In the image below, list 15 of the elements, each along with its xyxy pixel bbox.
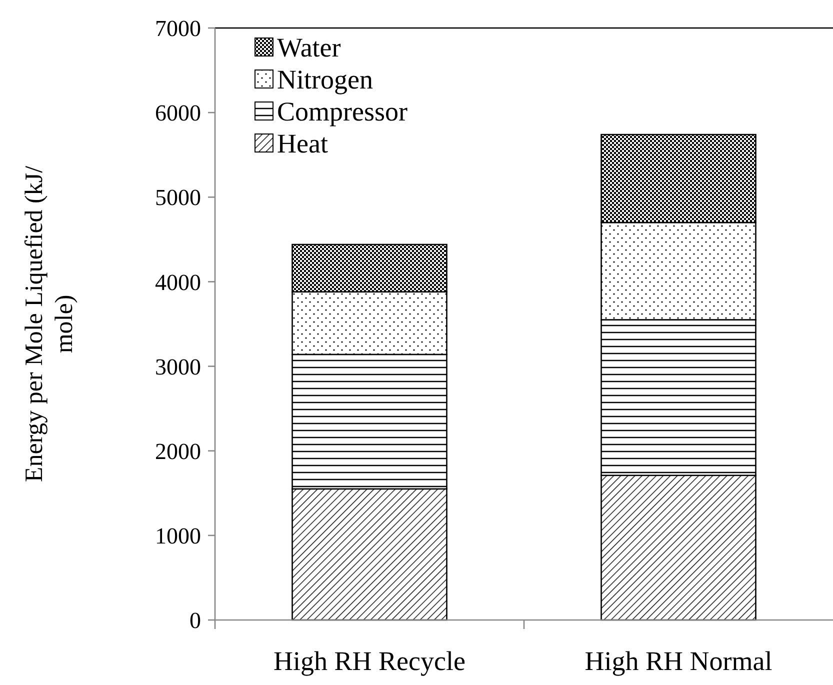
y-tick-label: 0: [190, 608, 201, 634]
legend-label: Compressor: [277, 96, 408, 126]
x-tick-label: High RH Normal: [584, 646, 772, 676]
y-tick-label: 1000: [155, 523, 201, 548]
legend-label: Nitrogen: [277, 64, 374, 94]
y-tick-label: 2000: [155, 438, 201, 464]
y-tick-label: 3000: [155, 354, 201, 380]
x-tick-label: High RH Recycle: [274, 646, 466, 676]
y-tick-label: 6000: [155, 100, 201, 126]
legend-label: Water: [277, 32, 341, 62]
legend-label: Heat: [277, 128, 328, 158]
y-tick-label: 4000: [155, 270, 201, 295]
y-axis-title: Energy per Mole Liquefied (kJ/mole): [21, 166, 78, 482]
y-tick-label: 7000: [155, 16, 201, 42]
y-tick-label: 5000: [155, 185, 201, 210]
